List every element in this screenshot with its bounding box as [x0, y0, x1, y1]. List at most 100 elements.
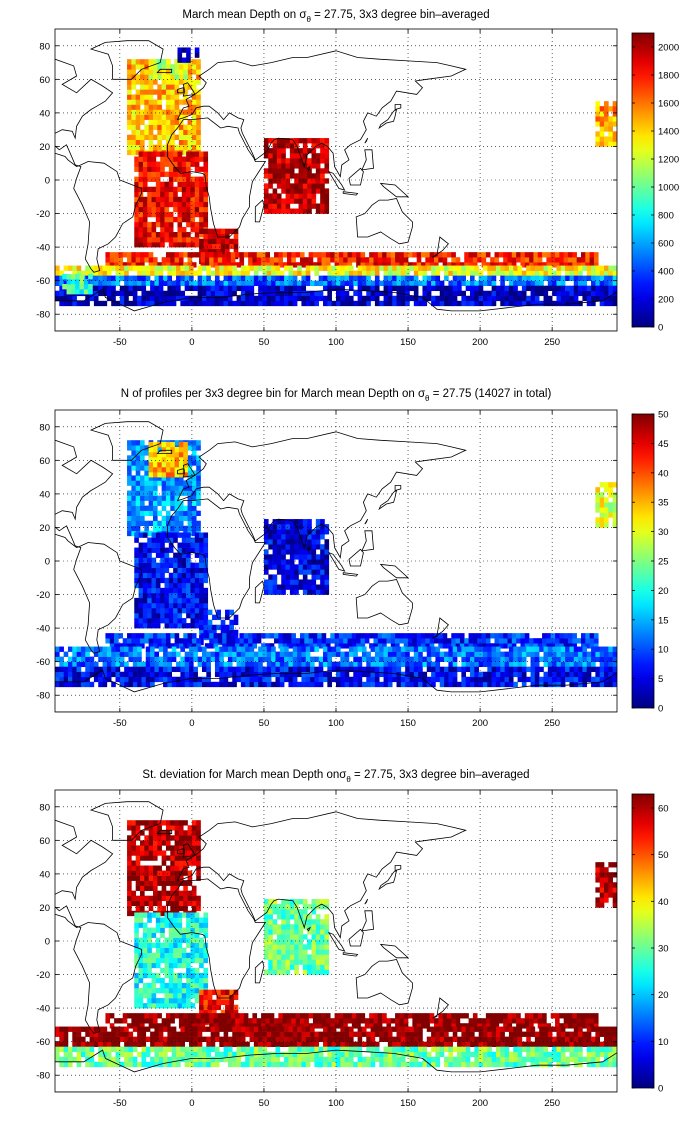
heatmap-cell — [204, 252, 210, 258]
heatmap-cell — [80, 651, 86, 657]
heatmap-cell — [547, 671, 553, 678]
heatmap-cell — [366, 676, 371, 683]
heatmap-cell — [187, 860, 193, 866]
heatmap-cell — [521, 681, 527, 688]
heatmap-cell — [111, 285, 116, 292]
heatmap-cell — [285, 519, 291, 525]
heatmap-cell — [608, 295, 613, 302]
heatmap-cell — [168, 587, 174, 594]
heatmap-cell — [504, 656, 510, 662]
heatmap-cell — [504, 676, 510, 683]
heatmap-cell — [324, 208, 330, 214]
heatmap-cell — [289, 529, 295, 535]
heatmap-cell — [158, 295, 164, 302]
heatmap-cell — [491, 656, 497, 662]
heatmap-cell — [302, 569, 308, 575]
heatmap-cell — [163, 300, 168, 307]
heatmap-cell — [555, 643, 560, 649]
heatmap-cell — [174, 820, 180, 826]
heatmap-cell — [582, 275, 588, 281]
heatmap-cell — [526, 666, 531, 673]
heatmap-cell — [152, 485, 158, 491]
heatmap-cell — [317, 633, 322, 639]
heatmap-cell — [409, 656, 415, 662]
heatmap-cell — [106, 661, 112, 667]
heatmap-cell — [135, 114, 141, 120]
heatmap-cell — [465, 265, 471, 271]
heatmap-cell — [191, 252, 197, 258]
heatmap-cell — [165, 441, 171, 448]
heatmap-cell — [343, 638, 348, 644]
heatmap-cell — [317, 262, 322, 268]
heatmap-cell — [292, 681, 298, 688]
heatmap-cell — [529, 262, 534, 268]
heatmap-cell — [174, 845, 180, 851]
heatmap-cell — [547, 651, 553, 657]
heatmap-cell — [157, 59, 162, 65]
heatmap-cell — [249, 651, 255, 657]
heatmap-cell — [320, 559, 325, 565]
heatmap-cell — [348, 300, 354, 307]
heatmap-cell — [612, 507, 617, 513]
heatmap-cell — [209, 638, 214, 644]
heatmap-cell — [168, 191, 174, 198]
heatmap-cell — [178, 129, 184, 135]
heatmap-cell — [164, 597, 170, 604]
heatmap-cell — [292, 285, 298, 292]
heatmap-cell — [556, 656, 562, 662]
heatmap-cell — [366, 671, 371, 678]
heatmap-cell — [281, 539, 286, 545]
heatmap-cell — [307, 564, 312, 570]
heatmap-cell — [184, 656, 190, 662]
heatmap-cell — [279, 661, 285, 667]
heatmap-cell — [93, 666, 99, 673]
heatmap-cell — [165, 262, 171, 268]
heatmap-cell — [530, 280, 536, 286]
heatmap-cell — [320, 549, 325, 555]
colorbar-tick-label: 50 — [658, 410, 669, 421]
heatmap-cell — [152, 885, 158, 891]
heatmap-cell — [135, 860, 141, 866]
heatmap-cell — [298, 168, 304, 174]
heatmap-cell — [122, 262, 128, 268]
heatmap-cell — [67, 671, 73, 678]
heatmap-cell — [287, 262, 292, 268]
heatmap-cell — [396, 676, 402, 683]
heatmap-cell — [176, 651, 181, 657]
heatmap-cell — [181, 592, 187, 599]
heatmap-cell — [340, 295, 345, 302]
heatmap-cell — [498, 252, 504, 258]
heatmap-cell — [491, 285, 497, 292]
heatmap-cell — [435, 676, 441, 683]
heatmap-cell — [152, 505, 158, 511]
heatmap-cell — [444, 656, 449, 662]
heatmap-cell — [487, 671, 492, 678]
heatmap-cell — [599, 512, 605, 518]
heatmap-cell — [132, 656, 138, 662]
heatmap-cell — [171, 676, 177, 683]
heatmap-cell — [161, 520, 167, 527]
heatmap-cell — [481, 257, 487, 263]
heatmap-cell — [186, 211, 191, 218]
heatmap-cell — [148, 490, 154, 496]
heatmap-cell — [76, 265, 82, 271]
heatmap-cell — [284, 676, 289, 683]
heatmap-cell — [142, 151, 148, 157]
heatmap-cell — [148, 830, 154, 836]
heatmap-cell — [320, 188, 325, 194]
heatmap-cell — [311, 173, 317, 179]
heatmap-cell — [452, 275, 458, 281]
heatmap-cell — [491, 270, 497, 276]
heatmap-cell — [593, 643, 599, 649]
heatmap-cell — [284, 666, 289, 673]
heatmap-cell — [155, 532, 161, 538]
heatmap-cell — [165, 69, 171, 75]
heatmap-cell — [141, 671, 147, 678]
heatmap-cell — [612, 106, 617, 112]
heatmap-cell — [330, 633, 335, 639]
heatmap-cell — [157, 104, 162, 110]
heatmap-cell — [560, 290, 566, 297]
heatmap-cell — [142, 922, 148, 928]
heatmap-cell — [256, 633, 262, 639]
heatmap-cell — [232, 656, 237, 662]
